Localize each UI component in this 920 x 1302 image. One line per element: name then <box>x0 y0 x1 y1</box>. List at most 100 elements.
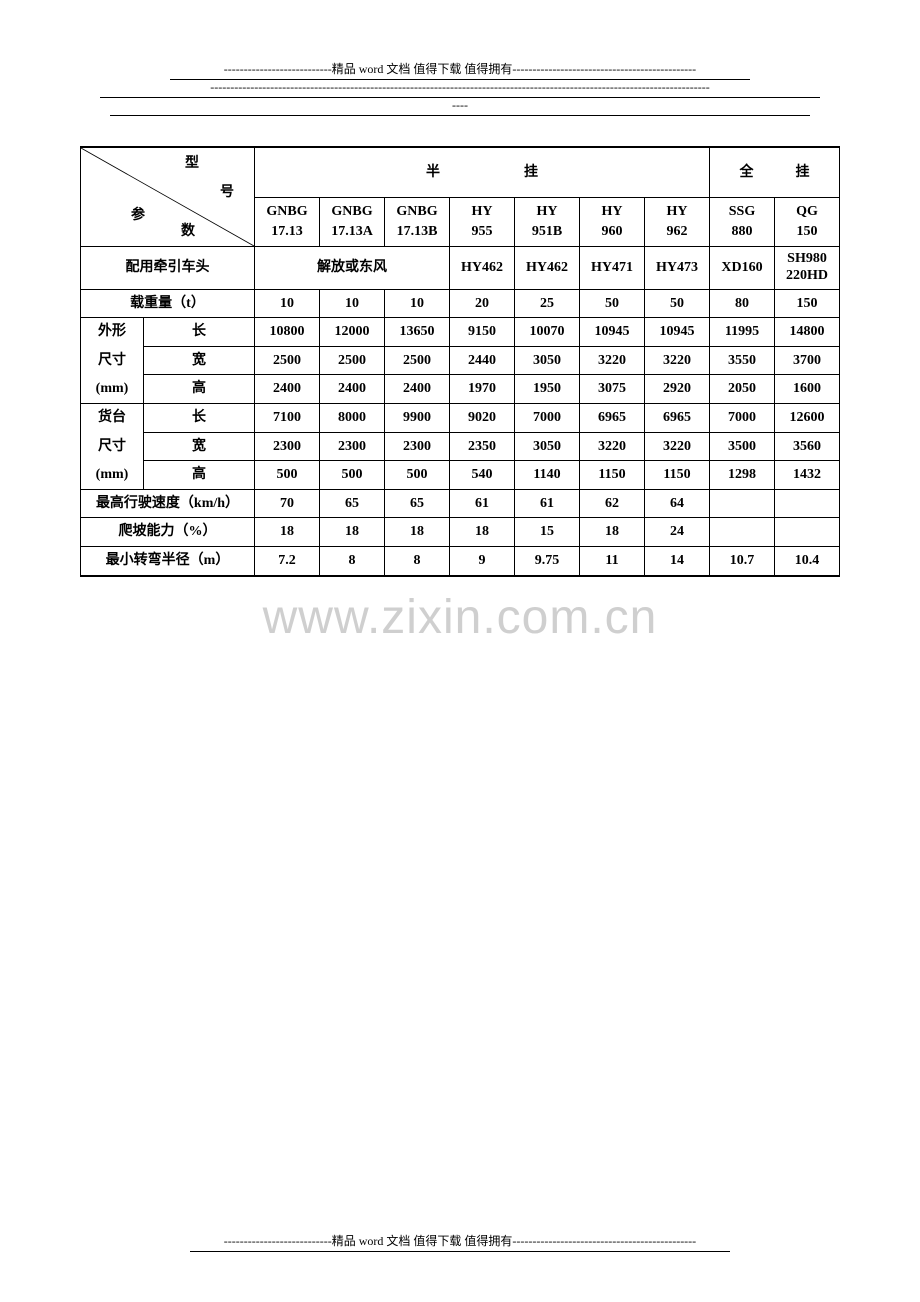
row-cargo-height: (mm) 高 500 500 500 540 1140 1150 1150 12… <box>81 461 840 490</box>
outer-w-4: 3050 <box>515 346 580 375</box>
outer-l-0: 10800 <box>255 318 320 347</box>
tractor-3: HY462 <box>450 247 515 290</box>
cargo-w-7: 3500 <box>710 432 775 461</box>
page-footer: ---------------------------精品 word 文档 值得… <box>0 1232 920 1252</box>
climb-0: 18 <box>255 518 320 547</box>
cargo-h-7: 1298 <box>710 461 775 490</box>
outer-l-5: 10945 <box>580 318 645 347</box>
turn-1: 8 <box>320 546 385 575</box>
outer-w-1: 2500 <box>320 346 385 375</box>
cargo-sub-length: 长 <box>144 403 255 432</box>
cargo-h-8: 1432 <box>775 461 840 490</box>
turn-5: 11 <box>580 546 645 575</box>
outer-group-2: 尺寸 <box>81 346 144 375</box>
row-cargo-width: 尺寸 宽 2300 2300 2300 2350 3050 3220 3220 … <box>81 432 840 461</box>
climb-2: 18 <box>385 518 450 547</box>
header-line-3: ---- <box>110 98 810 116</box>
row-speed: 最高行驶速度（km/h） 70 65 65 61 61 62 64 <box>81 489 840 518</box>
turn-7: 10.7 <box>710 546 775 575</box>
header-line-2: ----------------------------------------… <box>100 80 820 98</box>
spec-table: 型 号 参 数 半 挂 全 挂 GNBG17.13 GNBG17.13A GNB… <box>80 146 840 577</box>
outer-w-2: 2500 <box>385 346 450 375</box>
cargo-l-1: 8000 <box>320 403 385 432</box>
outer-h-8: 1600 <box>775 375 840 404</box>
outer-w-6: 3220 <box>645 346 710 375</box>
cargo-h-3: 540 <box>450 461 515 490</box>
climb-5: 18 <box>580 518 645 547</box>
row-tractor: 配用牵引车头 解放或东风 HY462 HY462 HY471 HY473 XD1… <box>81 247 840 290</box>
row-load: 载重量（t） 10 10 10 20 25 50 50 80 150 <box>81 289 840 318</box>
cargo-w-6: 3220 <box>645 432 710 461</box>
speed-3: 61 <box>450 489 515 518</box>
load-0: 10 <box>255 289 320 318</box>
cargo-w-0: 2300 <box>255 432 320 461</box>
label-tractor: 配用牵引车头 <box>81 247 255 290</box>
model-col-0: GNBG17.13 <box>255 198 320 247</box>
model-col-3: HY955 <box>450 198 515 247</box>
cargo-sub-height: 高 <box>144 461 255 490</box>
load-3: 20 <box>450 289 515 318</box>
outer-w-3: 2440 <box>450 346 515 375</box>
row-turn: 最小转弯半径（m） 7.2 8 8 9 9.75 11 14 10.7 10.4 <box>81 546 840 575</box>
model-col-4: HY951B <box>515 198 580 247</box>
cargo-l-5: 6965 <box>580 403 645 432</box>
cargo-h-0: 500 <box>255 461 320 490</box>
cargo-l-8: 12600 <box>775 403 840 432</box>
page-header: ---------------------------精品 word 文档 值得… <box>80 60 840 116</box>
load-7: 80 <box>710 289 775 318</box>
model-col-2: GNBG17.13B <box>385 198 450 247</box>
row-outer-width: 尺寸 宽 2500 2500 2500 2440 3050 3220 3220 … <box>81 346 840 375</box>
cargo-w-4: 3050 <box>515 432 580 461</box>
outer-h-7: 2050 <box>710 375 775 404</box>
model-col-1: GNBG17.13A <box>320 198 385 247</box>
corner-label-param2: 数 <box>181 222 195 242</box>
outer-h-5: 3075 <box>580 375 645 404</box>
outer-h-4: 1950 <box>515 375 580 404</box>
cargo-l-6: 6965 <box>645 403 710 432</box>
label-climb: 爬坡能力（%） <box>81 518 255 547</box>
footer-line: ---------------------------精品 word 文档 值得… <box>190 1232 730 1252</box>
cargo-group-3: (mm) <box>81 461 144 490</box>
outer-w-0: 2500 <box>255 346 320 375</box>
turn-0: 7.2 <box>255 546 320 575</box>
tractor-8: SH980220HD <box>775 247 840 290</box>
tractor-6: HY473 <box>645 247 710 290</box>
cargo-h-6: 1150 <box>645 461 710 490</box>
turn-6: 14 <box>645 546 710 575</box>
load-4: 25 <box>515 289 580 318</box>
cargo-l-4: 7000 <box>515 403 580 432</box>
outer-h-3: 1970 <box>450 375 515 404</box>
label-turn: 最小转弯半径（m） <box>81 546 255 575</box>
model-col-5: HY960 <box>580 198 645 247</box>
load-5: 50 <box>580 289 645 318</box>
speed-8 <box>775 489 840 518</box>
turn-4: 9.75 <box>515 546 580 575</box>
outer-h-2: 2400 <box>385 375 450 404</box>
climb-8 <box>775 518 840 547</box>
label-load: 载重量（t） <box>81 289 255 318</box>
cargo-h-4: 1140 <box>515 461 580 490</box>
cargo-group-1: 货台 <box>81 403 144 432</box>
cargo-l-7: 7000 <box>710 403 775 432</box>
tractor-5: HY471 <box>580 247 645 290</box>
tractor-merged: 解放或东风 <box>255 247 450 290</box>
outer-l-8: 14800 <box>775 318 840 347</box>
speed-5: 62 <box>580 489 645 518</box>
cargo-w-1: 2300 <box>320 432 385 461</box>
outer-h-6: 2920 <box>645 375 710 404</box>
corner-cell: 型 号 参 数 <box>81 147 255 247</box>
tractor-7: XD160 <box>710 247 775 290</box>
row-outer-length: 外形 长 10800 12000 13650 9150 10070 10945 … <box>81 318 840 347</box>
climb-6: 24 <box>645 518 710 547</box>
cargo-h-2: 500 <box>385 461 450 490</box>
corner-label-model: 号 <box>220 183 234 203</box>
climb-3: 18 <box>450 518 515 547</box>
climb-1: 18 <box>320 518 385 547</box>
outer-sub-length: 长 <box>144 318 255 347</box>
outer-group-1: 外形 <box>81 318 144 347</box>
cargo-l-3: 9020 <box>450 403 515 432</box>
load-8: 150 <box>775 289 840 318</box>
label-speed: 最高行驶速度（km/h） <box>81 489 255 518</box>
climb-7 <box>710 518 775 547</box>
speed-1: 65 <box>320 489 385 518</box>
